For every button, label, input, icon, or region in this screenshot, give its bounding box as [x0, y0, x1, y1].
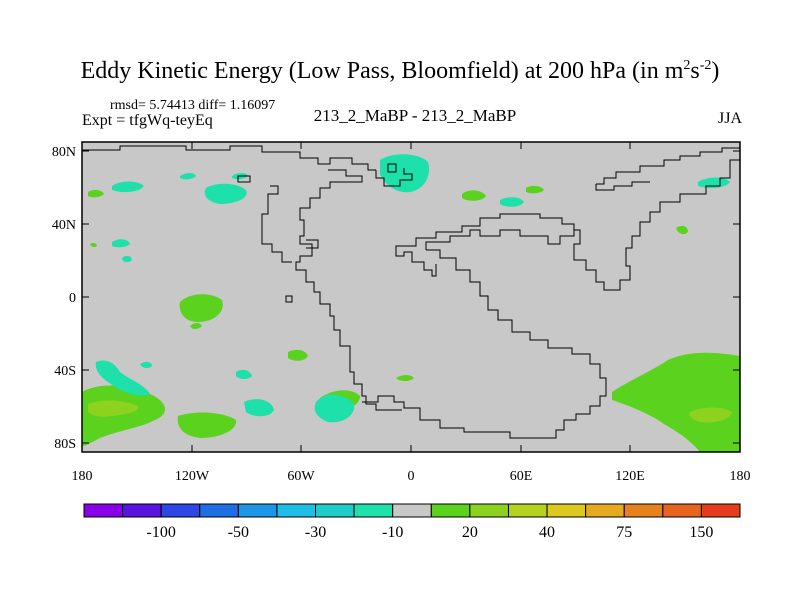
colorbar-labels: -100 -50 -30 -10 20 40 75 150 [147, 524, 714, 541]
title-text-end: ) [711, 58, 720, 84]
lon-label-120e: 120E [615, 469, 645, 484]
colorbar-box-3 [199, 503, 239, 518]
coast-arctic-americas [82, 145, 376, 171]
negative-anomaly-regions [95, 154, 730, 423]
colorbar-box-10 [469, 503, 509, 518]
longitude-labels: 180 120W 60W 0 60E 120E 180 [72, 469, 751, 484]
southern-ocean-positive-west [82, 385, 166, 446]
coast-asia-east-b [595, 181, 650, 191]
lon-label-0: 0 [408, 469, 415, 484]
europe-negative [500, 197, 524, 207]
east-asia-positive [676, 225, 688, 235]
colorbar-label-4: 20 [462, 524, 478, 541]
colorbar-box-6 [315, 503, 355, 518]
colorbar-box-15 [662, 503, 702, 518]
coast-island-a [285, 295, 293, 303]
lon-label-60e: 60E [510, 469, 533, 484]
lat-label-80n: 80N [52, 145, 76, 160]
lon-label-180w: 180 [72, 469, 93, 484]
colorbar-box-5 [276, 503, 317, 518]
colorbar [83, 503, 741, 518]
coast-south-america-east [306, 239, 319, 249]
colorbar-box-13 [585, 503, 625, 518]
colorbar-label-6: 75 [616, 524, 632, 541]
africa-positive [462, 190, 486, 201]
west-pacific-positive [88, 189, 104, 198]
coast-canada-islands [295, 169, 402, 411]
colorbar-box-11 [507, 503, 548, 518]
coast-antarctica [362, 249, 607, 439]
pacific-negative-b [122, 255, 132, 263]
experiment-label: Expt = tfgWq-teyEq [82, 112, 213, 129]
colorbar-label-2: -30 [305, 524, 326, 541]
lon-label-120w: 120W [175, 469, 210, 484]
coast-asia-east [596, 147, 740, 185]
comparison-label: 213_2_MaBP - 213_2_MaBP [313, 106, 517, 125]
colorbar-box-16 [700, 503, 741, 518]
lat-label-0: 0 [69, 291, 76, 306]
lat-label-80s: 80S [54, 437, 76, 452]
longitude-axis [81, 142, 741, 452]
east-asia-negative [698, 177, 730, 189]
southern-ocean-positive-west-lobe [177, 412, 237, 438]
south-atlantic-negative [314, 394, 355, 423]
pacific-positive-2 [288, 349, 308, 361]
colorbar-label-5: 40 [539, 524, 555, 541]
season-label: JJA [717, 110, 742, 127]
pacific-negative-a [112, 239, 130, 248]
coast-central-america-b [237, 175, 251, 183]
north-pacific-negative-2 [180, 173, 196, 180]
title-superscript-2: -2 [699, 58, 712, 73]
colorbar-box-1 [122, 503, 162, 518]
southern-ocean-positive-west-core [88, 400, 139, 417]
colorbar-box-14 [623, 503, 664, 518]
coast-eurasia-north [395, 245, 437, 277]
southern-ocean-positive-east [612, 352, 740, 452]
pacific-positive-4 [190, 323, 202, 329]
coast-inner-sea [425, 229, 575, 250]
south-pacific-negative-2 [236, 369, 252, 379]
latitude-labels: 80N 40N 0 40S 80S [52, 145, 76, 452]
title-text-mid: s [690, 58, 700, 84]
title-text: Eddy Kinetic Energy (Low Pass, Bloomfiel… [80, 58, 684, 84]
colorbar-box-12 [546, 503, 587, 518]
north-america-negative [204, 183, 247, 204]
southern-ocean-positive-east-core [689, 407, 732, 423]
colorbar-box-8 [392, 503, 432, 518]
coast-greenland [387, 163, 397, 173]
colorbar-box-0 [83, 503, 124, 518]
lat-label-40n: 40N [52, 218, 76, 233]
colorbar-box-7 [353, 503, 394, 518]
south-pacific-negative-4 [140, 361, 152, 369]
south-pacific-negative-3 [244, 399, 274, 417]
lon-label-60w: 60W [287, 469, 315, 484]
north-pacific-negative-1 [112, 181, 144, 193]
colorbar-box-2 [160, 503, 201, 518]
colorbar-label-0: -100 [147, 524, 176, 541]
title-superscript-1: 2 [683, 58, 691, 73]
small-positive-a [90, 242, 97, 248]
colorbar-box-4 [237, 503, 278, 518]
coast-north-america-west [375, 168, 413, 187]
asia-positive [526, 185, 544, 194]
latitude-axis [82, 150, 740, 444]
coastlines [82, 145, 740, 439]
pacific-positive-3 [396, 375, 414, 381]
colorbar-label-3: -10 [382, 524, 403, 541]
lon-label-180e: 180 [730, 469, 751, 484]
pacific-positive-1 [179, 294, 223, 322]
rmsd-stats: rmsd= 5.74413 diff= 1.16097 [110, 98, 276, 113]
colorbar-label-1: -50 [228, 524, 249, 541]
colorbar-box-9 [430, 503, 471, 518]
coast-central-america [261, 185, 292, 263]
lat-label-40s: 40S [54, 364, 76, 379]
figure-title: Eddy Kinetic Energy (Low Pass, Bloomfiel… [0, 58, 800, 85]
colorbar-label-7: 150 [689, 524, 713, 541]
south-pacific-negative-1 [95, 360, 150, 396]
coast-europe-africa [400, 159, 740, 291]
